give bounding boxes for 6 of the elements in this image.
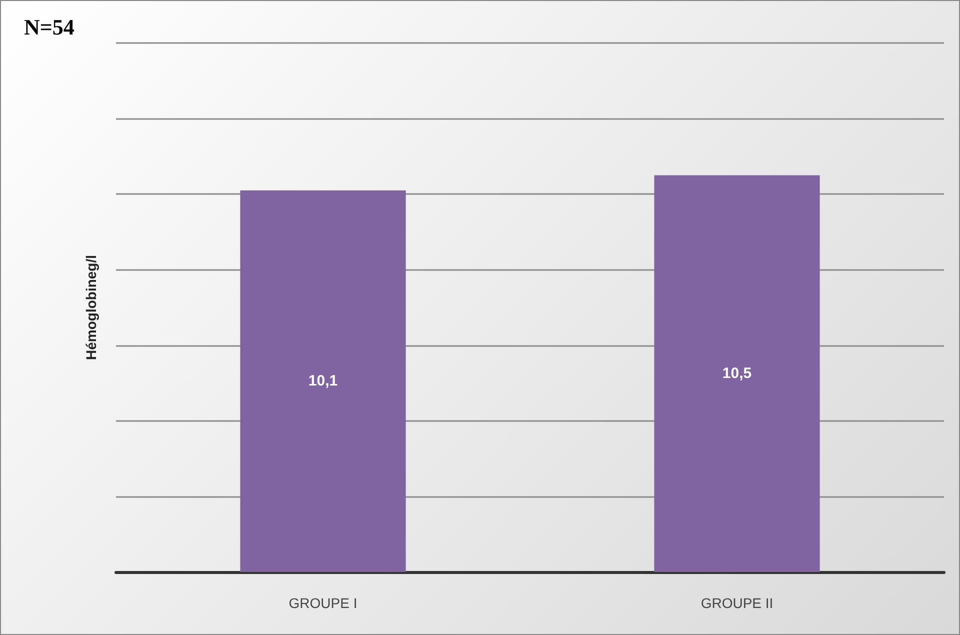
x-tick-label: GROUPE II bbox=[700, 595, 774, 611]
y-axis-title: Hémoglobineg/l bbox=[83, 255, 99, 360]
data-label: 10,5 bbox=[722, 365, 752, 382]
data-label: 10,1 bbox=[308, 372, 338, 390]
x-tick-label: GROUPE I bbox=[288, 595, 358, 611]
chart-title: N=54 bbox=[24, 14, 74, 40]
